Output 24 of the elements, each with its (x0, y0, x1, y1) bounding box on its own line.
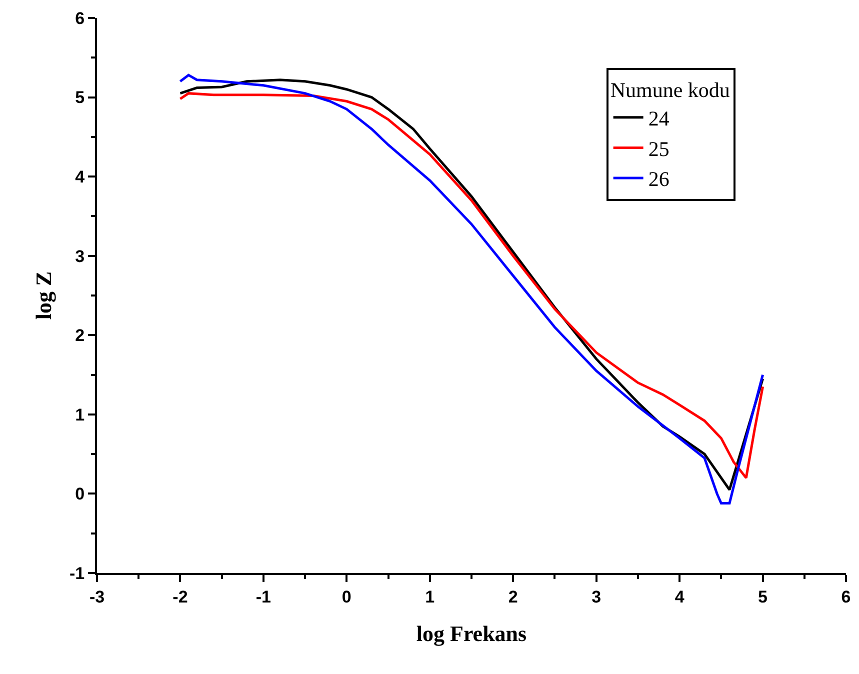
legend-label: 25 (648, 136, 670, 161)
x-tick-label: 6 (841, 587, 851, 606)
y-tick-label: 1 (75, 405, 85, 424)
x-tick-label: 5 (758, 587, 768, 606)
x-tick-label: 2 (508, 587, 518, 606)
legend-title: Numune kodu (610, 78, 730, 102)
y-tick-label: 6 (75, 8, 85, 28)
x-tick-label: 4 (674, 587, 685, 606)
x-tick-label: 0 (342, 587, 352, 606)
y-tick-label: 3 (75, 246, 85, 266)
y-tick-label: 0 (75, 484, 85, 504)
x-tick-label: -1 (256, 587, 272, 606)
x-tick-label: -3 (89, 587, 105, 606)
legend-label: 26 (648, 167, 670, 192)
y-tick-label: -1 (69, 564, 85, 583)
x-axis-title: log Frekans (416, 620, 528, 646)
y-tick-label: 5 (75, 88, 85, 108)
y-tick-label: 2 (75, 326, 85, 346)
x-tick-label: 3 (592, 587, 602, 606)
legend-label: 24 (648, 106, 670, 131)
y-axis-title: log Z (30, 271, 56, 320)
y-tick-label: 4 (75, 168, 86, 187)
x-tick-label: -2 (172, 587, 188, 606)
x-tick-label: 1 (425, 587, 435, 606)
